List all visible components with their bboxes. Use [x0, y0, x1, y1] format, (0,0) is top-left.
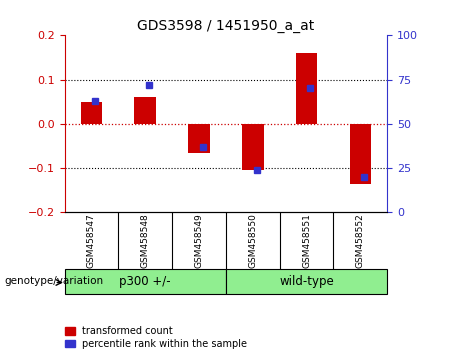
Text: GSM458549: GSM458549: [195, 213, 203, 268]
Text: GSM458548: GSM458548: [141, 213, 150, 268]
Text: GSM458552: GSM458552: [356, 213, 365, 268]
Bar: [188, 124, 210, 153]
Title: GDS3598 / 1451950_a_at: GDS3598 / 1451950_a_at: [137, 19, 314, 33]
Text: GSM458547: GSM458547: [87, 213, 96, 268]
Bar: [242, 124, 264, 170]
Text: GSM458550: GSM458550: [248, 213, 257, 268]
Legend: transformed count, percentile rank within the sample: transformed count, percentile rank withi…: [65, 326, 247, 349]
FancyBboxPatch shape: [65, 269, 226, 294]
Bar: [81, 102, 102, 124]
Text: genotype/variation: genotype/variation: [5, 276, 104, 286]
Text: p300 +/-: p300 +/-: [119, 275, 171, 288]
Bar: [135, 97, 156, 124]
FancyBboxPatch shape: [226, 269, 387, 294]
Text: GSM458551: GSM458551: [302, 213, 311, 268]
Bar: [349, 124, 371, 184]
Text: wild-type: wild-type: [279, 275, 334, 288]
Bar: [296, 53, 317, 124]
